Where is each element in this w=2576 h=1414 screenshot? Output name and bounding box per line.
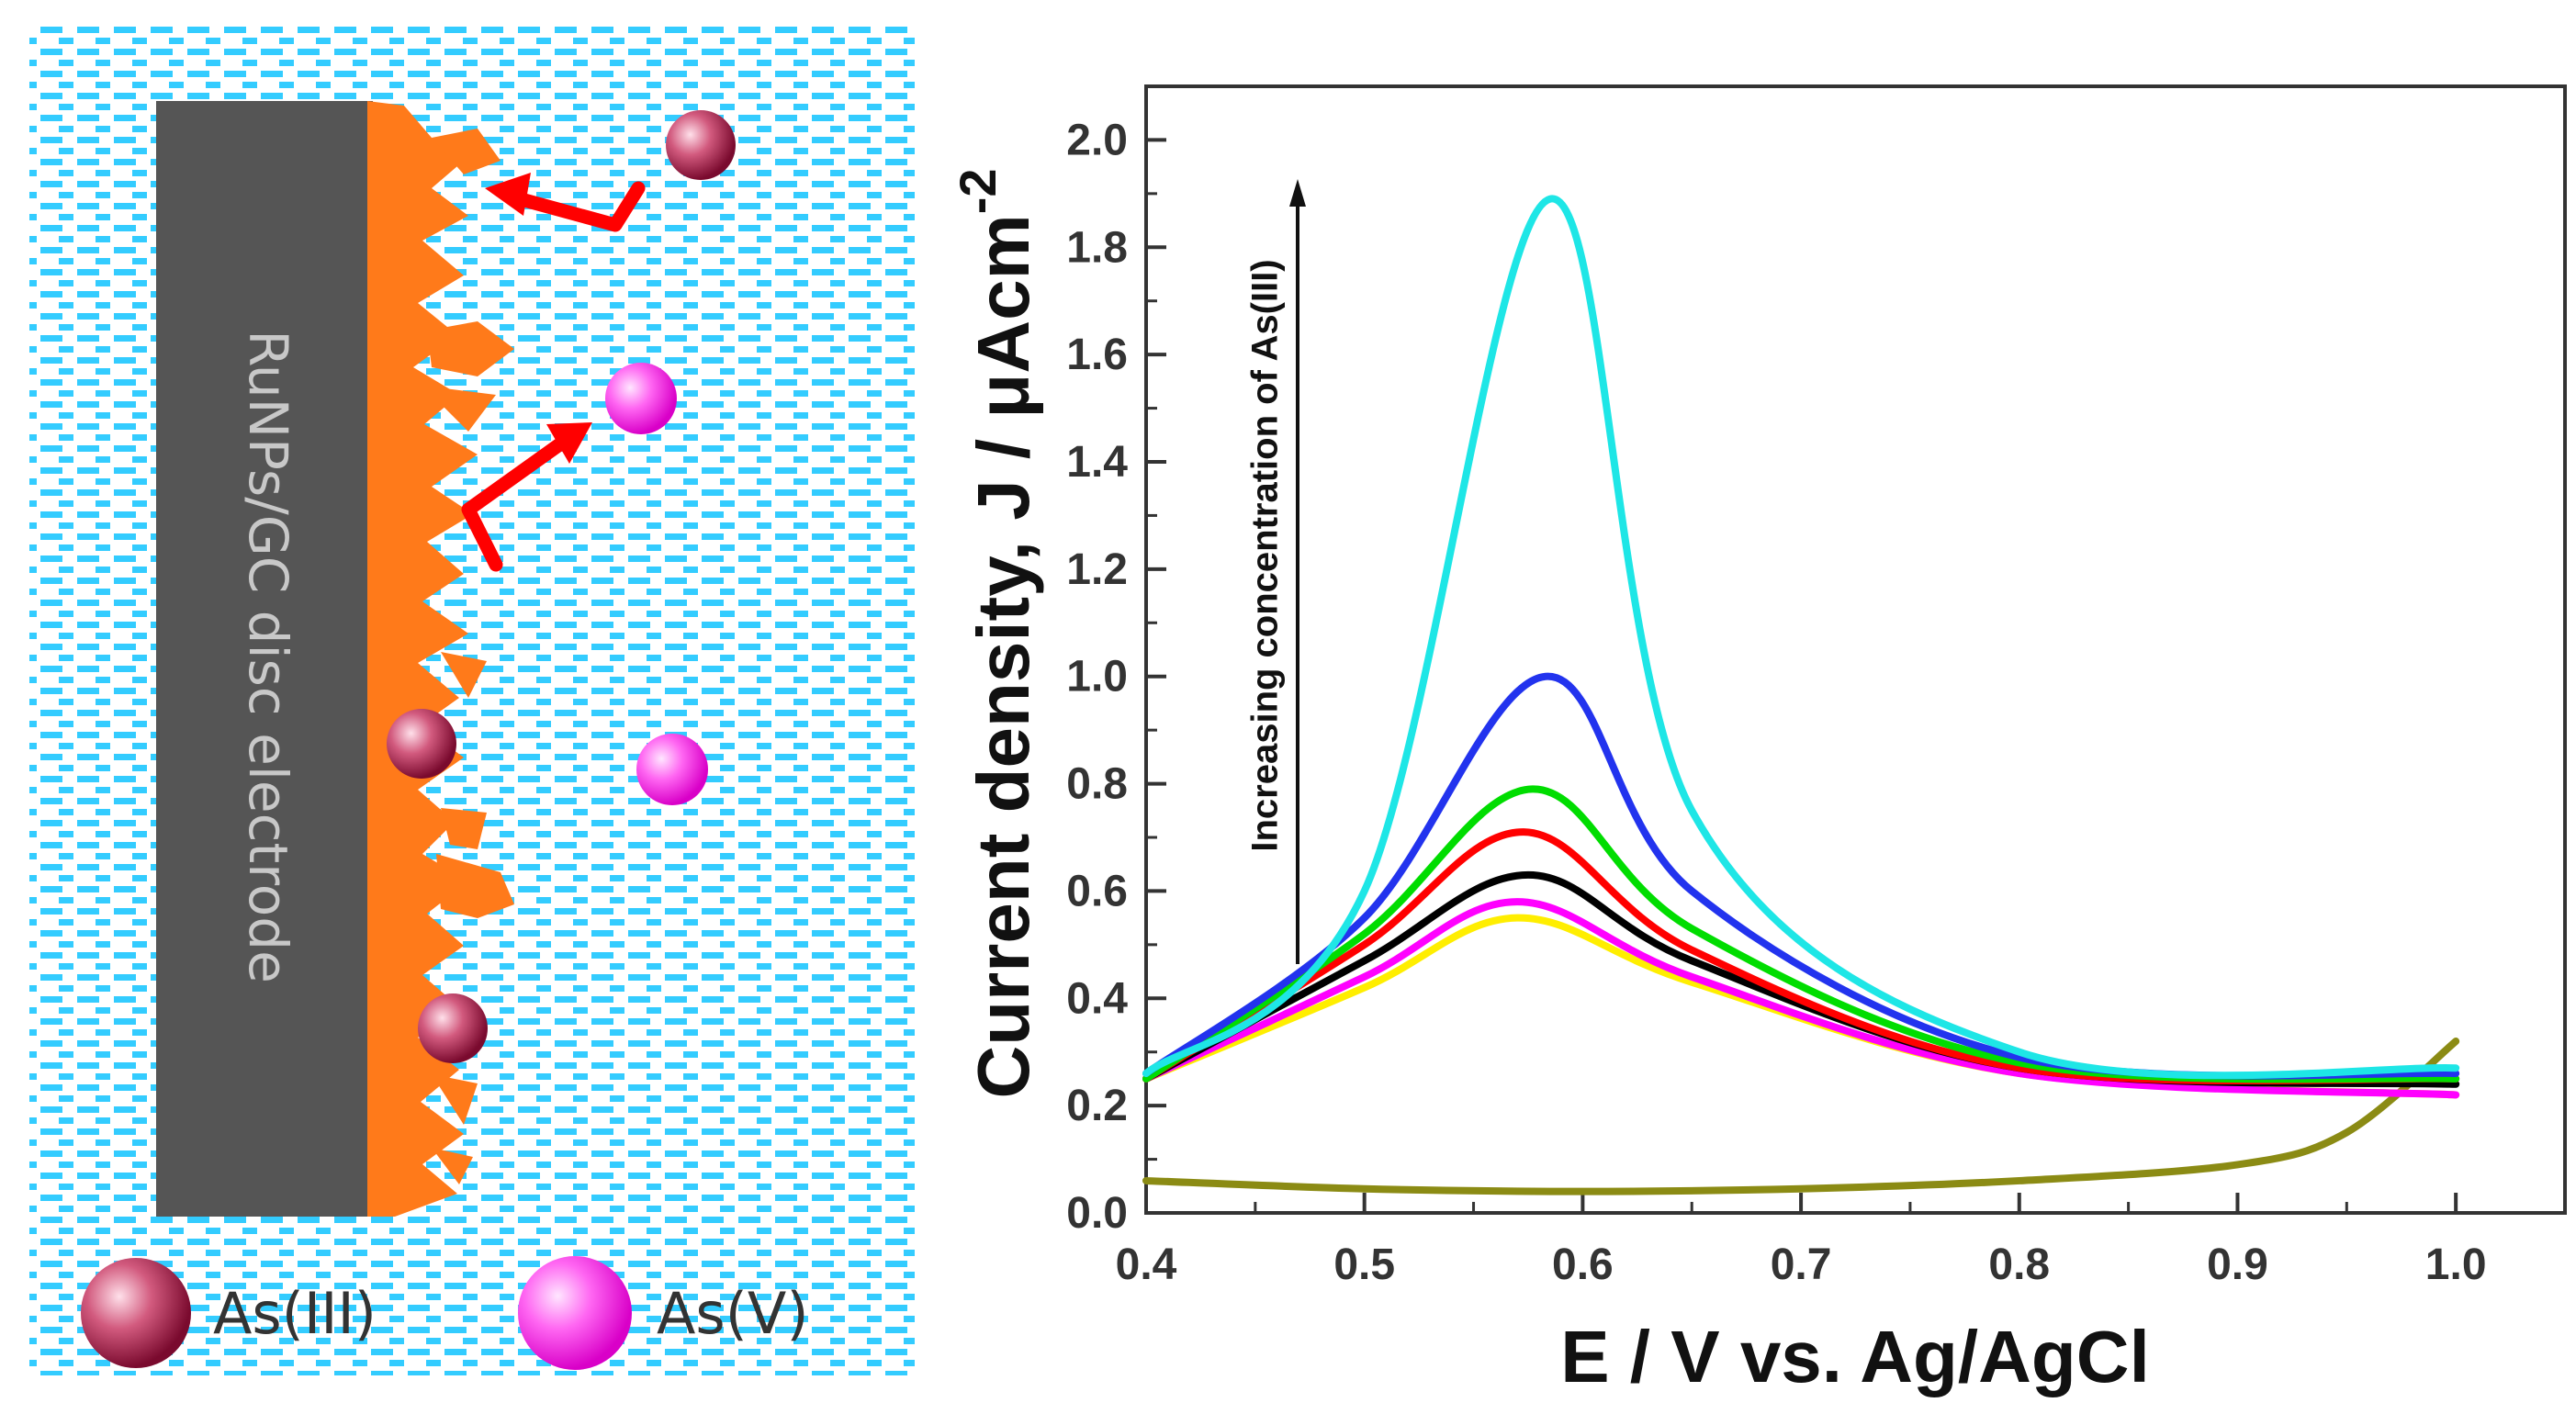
- y-tick-label: 2.0: [1066, 116, 1128, 164]
- y-tick-label: 0.0: [1066, 1189, 1128, 1238]
- as-v-sphere: [636, 734, 708, 805]
- x-tick-label: 0.4: [1116, 1240, 1177, 1289]
- y-tick-label: 1.4: [1066, 438, 1128, 487]
- y-tick-label: 1.0: [1066, 653, 1128, 701]
- x-tick-label: 0.6: [1552, 1240, 1614, 1289]
- legend-as-iii-label: As(III): [213, 1280, 377, 1347]
- legend-as-v-marker: [518, 1256, 632, 1370]
- voltammogram-chart: 0.4 0.5 0.6 0.7 0.8 0.9 1.0 0.0 0.2 0.4 0.6 0.8 1.0 1…: [949, 84, 2567, 1397]
- as-iii-sphere: [666, 110, 736, 180]
- x-tick-label: 1.0: [2425, 1240, 2487, 1289]
- x-tick-label: 0.9: [2207, 1240, 2268, 1289]
- electrode-body: [156, 101, 373, 1217]
- arrow-head-out: [546, 422, 592, 464]
- y-tick-label: 1.6: [1066, 331, 1128, 379]
- legend-as-v-label: As(V): [657, 1280, 809, 1347]
- axis-ticks: 0.4 0.5 0.6 0.7 0.8 0.9 1.0 0.0 0.2 0.4 0.6 0.8 1.0 1…: [1066, 116, 2486, 1289]
- as-iii-sphere: [387, 709, 456, 779]
- nanoparticle-layer: [367, 101, 514, 1217]
- legend-as-iii-marker: [81, 1258, 191, 1368]
- series-line-blank: [1142, 1038, 2460, 1195]
- x-tick-label: 0.8: [1988, 1240, 2050, 1289]
- as-iii-sphere: [418, 993, 488, 1063]
- series-line-curve-4: [1142, 828, 2460, 1085]
- arrow-from-electrode: [461, 433, 572, 572]
- y-tick-label: 0.4: [1066, 974, 1128, 1023]
- y-axis-title-superscript: -2: [949, 168, 1007, 214]
- x-axis-title: E / V vs. Ag/AgCl: [1560, 1316, 2150, 1397]
- annotation-arrow-head: [1289, 179, 1306, 207]
- schematic-legend: As(III) As(V): [81, 1256, 809, 1370]
- y-axis-title-main: Current density, J / μAcm: [962, 214, 1044, 1098]
- electrode-label: RuNPs/GC disc electrode: [237, 330, 299, 983]
- schematic-panel: RuNPs/GC disc electrode As(III) As(V): [29, 26, 915, 1375]
- y-tick-label: 1.8: [1066, 223, 1128, 272]
- y-tick-label: 0.6: [1066, 867, 1128, 915]
- arrow-to-electrode: [507, 181, 646, 232]
- y-axis-title: Current density, J / μAcm-2: [949, 168, 1044, 1098]
- annotation-text: Increasing concentration of As(III): [1245, 259, 1286, 851]
- x-tick-label: 0.5: [1333, 1240, 1395, 1289]
- series-line-curve-7: [1142, 195, 2460, 1080]
- series-line-curve-2: [1142, 898, 2460, 1099]
- y-tick-label: 1.2: [1066, 545, 1128, 594]
- series-line-curve-3: [1142, 870, 2460, 1088]
- as-v-sphere: [605, 363, 677, 434]
- y-tick-label: 0.2: [1066, 1082, 1128, 1130]
- reaction-arrows: [461, 173, 646, 572]
- plot-frame: [1144, 84, 2567, 1215]
- x-tick-label: 0.7: [1771, 1240, 1832, 1289]
- series-layer: [1142, 195, 2460, 1195]
- y-tick-label: 0.8: [1066, 760, 1128, 809]
- arrow-head-in: [485, 173, 531, 216]
